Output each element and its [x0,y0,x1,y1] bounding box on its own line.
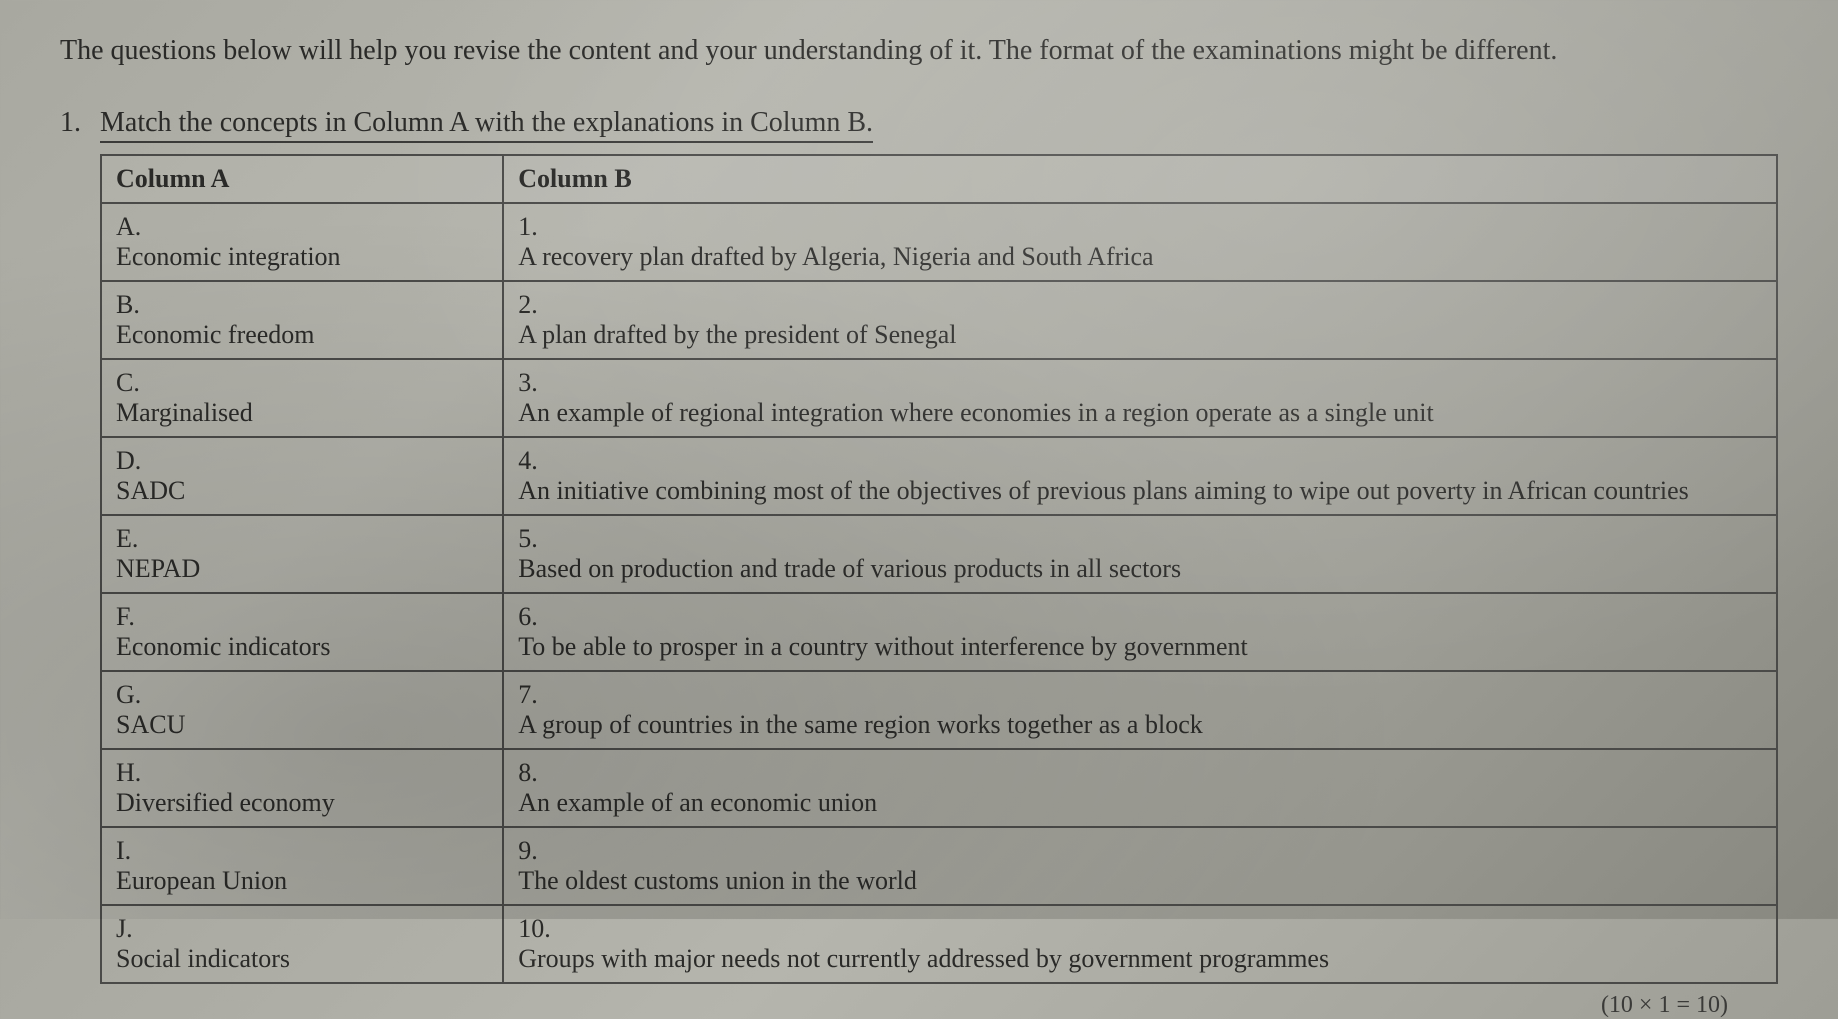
col-a-label: F. [116,602,152,632]
table-header-row: Column A Column B [101,155,1777,203]
col-a-text: Diversified economy [116,788,448,818]
col-a-label: E. [116,524,152,554]
question-number: 1. [60,107,81,139]
table-row: D. SADC 4. An initiative combining most … [101,437,1777,515]
col-a-cell: B. Economic freedom [101,281,503,359]
col-a-label: C. [116,368,152,398]
question-header: 1. Match the concepts in Column A with t… [60,107,1778,139]
col-a-cell: G. SACU [101,671,503,749]
table-row: C. Marginalised 3. An example of regiona… [101,359,1777,437]
col-b-cell: 5. Based on production and trade of vari… [503,515,1777,593]
col-a-text: Social indicators [116,944,448,974]
match-table: Column A Column B A. Economic integratio… [100,154,1778,984]
col-a-cell: J. Social indicators [101,905,503,983]
col-a-label: D. [116,446,152,476]
col-b-label: 7. [518,680,554,710]
col-a-label: H. [116,758,152,788]
table-row: J. Social indicators 10. Groups with maj… [101,905,1777,983]
col-a-cell: I. European Union [101,827,503,905]
col-a-label: B. [116,290,152,320]
table-row: A. Economic integration 1. A recovery pl… [101,203,1777,281]
marks-allocation: (10 × 1 = 10) [60,992,1778,1019]
col-b-cell: 8. An example of an economic union [503,749,1777,827]
col-b-cell: 2. A plan drafted by the president of Se… [503,281,1777,359]
col-b-cell: 3. An example of regional integration wh… [503,359,1777,437]
col-a-text: SACU [116,710,448,740]
table-row: I. European Union 9. The oldest customs … [101,827,1777,905]
col-b-label: 1. [518,212,554,242]
col-a-cell: H. Diversified economy [101,749,503,827]
col-b-text: To be able to prosper in a country witho… [518,632,1722,662]
col-a-cell: C. Marginalised [101,359,503,437]
intro-paragraph: The questions below will help you revise… [60,30,1778,72]
table-row: H. Diversified economy 8. An example of … [101,749,1777,827]
col-b-label: 9. [518,836,554,866]
col-b-cell: 4. An initiative combining most of the o… [503,437,1777,515]
col-b-cell: 6. To be able to prosper in a country wi… [503,593,1777,671]
col-b-cell: 9. The oldest customs union in the world [503,827,1777,905]
column-a-header: Column A [101,155,503,203]
col-b-label: 5. [518,524,554,554]
col-a-text: Marginalised [116,398,448,428]
col-b-text: An example of an economic union [518,788,1722,818]
table-row: E. NEPAD 5. Based on production and trad… [101,515,1777,593]
col-a-text: NEPAD [116,554,448,584]
col-b-cell: 1. A recovery plan drafted by Algeria, N… [503,203,1777,281]
col-a-label: G. [116,680,152,710]
question-instruction: Match the concepts in Column A with the … [100,107,873,143]
col-b-label: 3. [518,368,554,398]
col-a-cell: E. NEPAD [101,515,503,593]
col-b-label: 2. [518,290,554,320]
col-a-text: Economic freedom [116,320,448,350]
col-b-text: A recovery plan drafted by Algeria, Nige… [518,242,1722,272]
column-b-header: Column B [503,155,1777,203]
col-a-label: I. [116,836,152,866]
col-b-label: 4. [518,446,554,476]
col-b-text: Groups with major needs not currently ad… [518,944,1722,974]
table-row: B. Economic freedom 2. A plan drafted by… [101,281,1777,359]
col-b-cell: 10. Groups with major needs not currentl… [503,905,1777,983]
col-a-cell: D. SADC [101,437,503,515]
col-b-cell: 7. A group of countries in the same regi… [503,671,1777,749]
table-row: F. Economic indicators 6. To be able to … [101,593,1777,671]
table-row: G. SACU 7. A group of countries in the s… [101,671,1777,749]
col-a-cell: A. Economic integration [101,203,503,281]
col-a-text: Economic integration [116,242,448,272]
col-b-text: An example of regional integration where… [518,398,1722,428]
col-a-cell: F. Economic indicators [101,593,503,671]
col-b-label: 6. [518,602,554,632]
col-a-text: Economic indicators [116,632,448,662]
col-a-text: European Union [116,866,448,896]
col-b-label: 8. [518,758,554,788]
col-b-text: A group of countries in the same region … [518,710,1722,740]
col-b-text: Based on production and trade of various… [518,554,1722,584]
col-b-text: An initiative combining most of the obje… [518,476,1722,506]
col-b-text: A plan drafted by the president of Seneg… [518,320,1722,350]
col-b-text: The oldest customs union in the world [518,866,1722,896]
col-a-text: SADC [116,476,448,506]
col-a-label: A. [116,212,152,242]
